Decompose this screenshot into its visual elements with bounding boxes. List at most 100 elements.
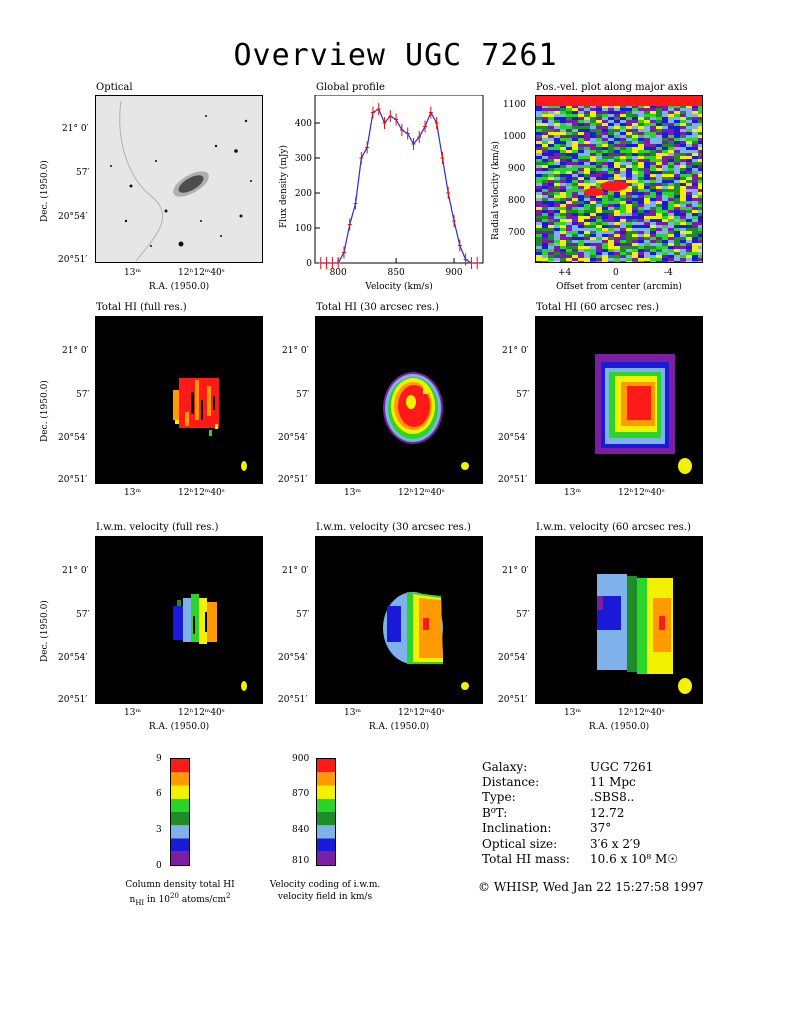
optical-dec-tick-2: 20°54′	[58, 212, 88, 222]
pv-tick-700: 700	[508, 228, 526, 238]
density-swatch	[171, 798, 189, 812]
pv-top-band	[536, 96, 702, 106]
vel60-ra-tick-1: 12ʰ12ᵐ40ˢ	[618, 708, 665, 718]
profile-x-label: Velocity (km/s)	[365, 282, 433, 292]
velocity-caption-1: Velocity coding of i.w.m.	[269, 880, 381, 890]
hi-dec-tick-1: 57′	[76, 390, 90, 400]
velocity-swatch	[317, 812, 335, 826]
footer-credit: © WHISP, Wed Jan 22 15:27:58 1997	[478, 880, 704, 894]
hi30-dec-tick-2: 20°54′	[278, 433, 308, 443]
density-swatch	[171, 825, 189, 839]
hi30-ra-tick-0: 13ᵐ	[344, 488, 361, 498]
density-tick-6: 6	[156, 789, 162, 799]
hi-dec-tick-2: 20°54′	[58, 433, 88, 443]
profile-panel-title: Global profile	[316, 82, 385, 93]
velocity-swatch	[317, 838, 335, 852]
info-label-distance: Distance:	[482, 775, 540, 789]
velocity-swatch	[317, 825, 335, 839]
optical-ra-tick-0: 13ᵐ	[124, 268, 141, 278]
vel30-ra-tick-1: 12ʰ12ᵐ40ˢ	[398, 708, 445, 718]
vel30-dec-tick-1: 57′	[296, 610, 310, 620]
velocity-colorbar	[316, 758, 336, 866]
vel30-ra-label: R.A. (1950.0)	[368, 722, 430, 732]
hi60-ra-tick-0: 13ᵐ	[564, 488, 581, 498]
vel60-dec-tick-0: 21° 0′	[502, 566, 529, 576]
optical-dec-tick-1: 57′	[76, 168, 90, 178]
pv-diagram	[535, 95, 703, 263]
info-value-distance: 11 Mpc	[590, 775, 636, 789]
pv-x-label: Offset from center (arcmin)	[556, 282, 682, 292]
hi30-dec-tick-1: 57′	[296, 390, 310, 400]
velocity-tick-840: 840	[292, 825, 310, 835]
hi-30-title: Total HI (30 arcsec res.)	[316, 302, 440, 313]
info-label-inclination: Inclination:	[482, 821, 552, 835]
global-profile-chart: 800 850 900 0 100 200 300 400	[295, 95, 484, 278]
velocity-tick-870: 870	[292, 789, 310, 799]
profile-xtick-label: 900	[445, 268, 462, 278]
optical-dec-tick-0: 21° 0′	[62, 124, 89, 134]
density-caption-2: nHI in 1020 atoms/cm2	[129, 892, 231, 907]
vel-dec-tick-1: 57′	[76, 610, 90, 620]
info-value-magnitude: 12.72	[590, 806, 625, 820]
vel-dec-tick-3: 20°51′	[58, 695, 88, 705]
pv-offset-tick-2: -4	[664, 268, 673, 278]
info-label-galaxy: Galaxy:	[482, 760, 528, 774]
info-value-hi-mass: 10.6 x 10⁸ M☉	[590, 852, 679, 866]
hi60-dec-tick-0: 21° 0′	[502, 346, 529, 356]
profile-ytick-label: 100	[295, 224, 312, 234]
pv-emission	[600, 181, 628, 191]
pv-panel-title: Pos.-vel. plot along major axis	[536, 82, 688, 93]
profile-frame	[314, 95, 484, 264]
vel-dec-label: Dec. (1950.0)	[40, 600, 50, 662]
hi-ra-tick-0: 13ᵐ	[124, 488, 141, 498]
density-swatch	[171, 851, 189, 865]
velocity-swatch	[317, 785, 335, 799]
optical-ra-tick-1: 12ʰ12ᵐ40ˢ	[178, 268, 225, 278]
vel-dec-tick-0: 21° 0′	[62, 566, 89, 576]
vel30-dec-tick-3: 20°51′	[278, 695, 308, 705]
density-swatch	[171, 838, 189, 852]
velocity-tick-900: 900	[292, 754, 310, 764]
pv-emission	[584, 188, 604, 196]
profile-ytick-label: 0	[306, 259, 312, 269]
optical-ra-label: R.A. (1950.0)	[148, 282, 210, 292]
profile-xtick-label: 800	[330, 268, 347, 278]
density-swatch	[171, 812, 189, 826]
info-value-optical-size: 3′6 x 2′9	[590, 837, 641, 851]
velocity-tick-810: 810	[292, 856, 310, 866]
vel60-dec-tick-3: 20°51′	[498, 695, 528, 705]
vel-30-title: I.w.m. velocity (30 arcsec res.)	[316, 522, 471, 533]
hi-map-full	[95, 316, 263, 484]
vel30-dec-tick-0: 21° 0′	[282, 566, 309, 576]
hi30-dec-tick-3: 20°51′	[278, 475, 308, 485]
pv-offset-tick-1: 0	[613, 268, 619, 278]
vel-ra-tick-0: 13ᵐ	[124, 708, 141, 718]
profile-ytick-label: 400	[295, 119, 312, 129]
hi30-dec-tick-0: 21° 0′	[282, 346, 309, 356]
info-value-inclination: 37°	[590, 821, 612, 835]
vel60-ra-tick-0: 13ᵐ	[564, 708, 581, 718]
velocity-map-full	[95, 536, 263, 704]
vel30-ra-tick-0: 13ᵐ	[344, 708, 361, 718]
hi-map-30	[315, 316, 483, 484]
vel-ra-tick-1: 12ʰ12ᵐ40ˢ	[178, 708, 225, 718]
density-caption-1: Column density total HI	[125, 880, 235, 890]
pv-y-label: Radial velocity (km/s)	[491, 141, 501, 240]
pv-tick-800: 800	[508, 196, 526, 206]
hi-dec-tick-3: 20°51′	[58, 475, 88, 485]
hi-60-title: Total HI (60 arcsec res.)	[536, 302, 660, 313]
optical-image	[95, 95, 263, 263]
velocity-swatch	[317, 772, 335, 786]
density-swatch	[171, 772, 189, 786]
vel-ra-label: R.A. (1950.0)	[148, 722, 210, 732]
profile-line	[320, 108, 478, 264]
profile-xtick-label: 850	[388, 268, 405, 278]
vel-dec-tick-2: 20°54′	[58, 653, 88, 663]
info-value-galaxy: UGC 7261	[590, 760, 654, 774]
info-label-magnitude: B⁰T:	[482, 806, 508, 820]
profile-ytick-label: 300	[295, 154, 312, 164]
profile-y-label: Flux density (mJy)	[279, 144, 289, 228]
optical-dec-tick-3: 20°51′	[58, 255, 88, 265]
hi-dec-tick-0: 21° 0′	[62, 346, 89, 356]
velocity-swatch	[317, 798, 335, 812]
